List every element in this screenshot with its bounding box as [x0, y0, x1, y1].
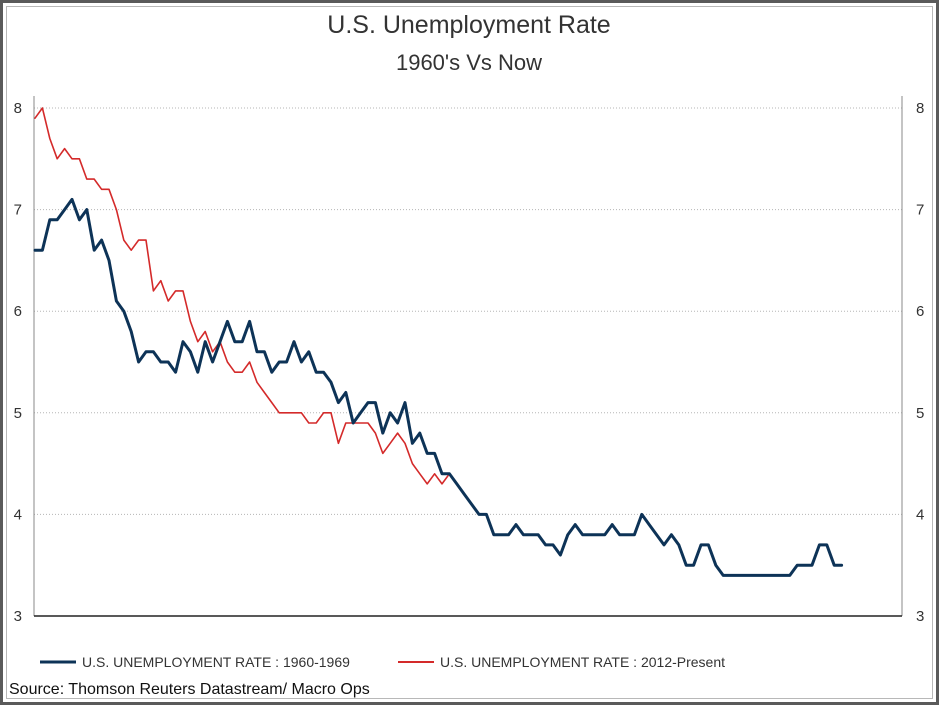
series-lines	[33, 107, 844, 577]
chart-subtitle: 1960's Vs Now	[396, 50, 542, 75]
y-tick-label-right: 7	[916, 202, 924, 219]
y-tick-label-right: 3	[916, 608, 924, 625]
y-tick-label-left: 6	[14, 303, 22, 320]
y-axis-right-ticks: 3 4 5 6 7 8	[916, 100, 924, 625]
gridlines	[34, 107, 902, 515]
legend-label-2012: U.S. UNEMPLOYMENT RATE : 2012-Present	[440, 654, 725, 670]
legend: U.S. UNEMPLOYMENT RATE : 1960-1969 U.S. …	[40, 654, 725, 670]
y-axis-left-ticks: 3 4 5 6 7 8	[14, 100, 22, 625]
y-tick-label-left: 4	[14, 506, 22, 523]
y-tick-label-left: 5	[14, 405, 22, 422]
series-line-2012-present	[34, 107, 451, 485]
y-tick-label-right: 8	[916, 100, 924, 117]
y-tick-label-right: 4	[916, 506, 924, 523]
series-line-1960s	[33, 197, 844, 577]
y-tick-label-right: 6	[916, 303, 924, 320]
legend-label-1960s: U.S. UNEMPLOYMENT RATE : 1960-1969	[82, 654, 350, 670]
source-note: Source: Thomson Reuters Datastream/ Macr…	[9, 681, 370, 698]
axes	[33, 96, 903, 617]
y-tick-label-right: 5	[916, 405, 924, 422]
chart-title: U.S. Unemployment Rate	[327, 11, 610, 39]
y-tick-label-left: 3	[14, 608, 22, 625]
y-tick-label-left: 8	[14, 100, 22, 117]
chart-frame-inner	[6, 6, 933, 699]
y-tick-label-left: 7	[14, 202, 22, 219]
